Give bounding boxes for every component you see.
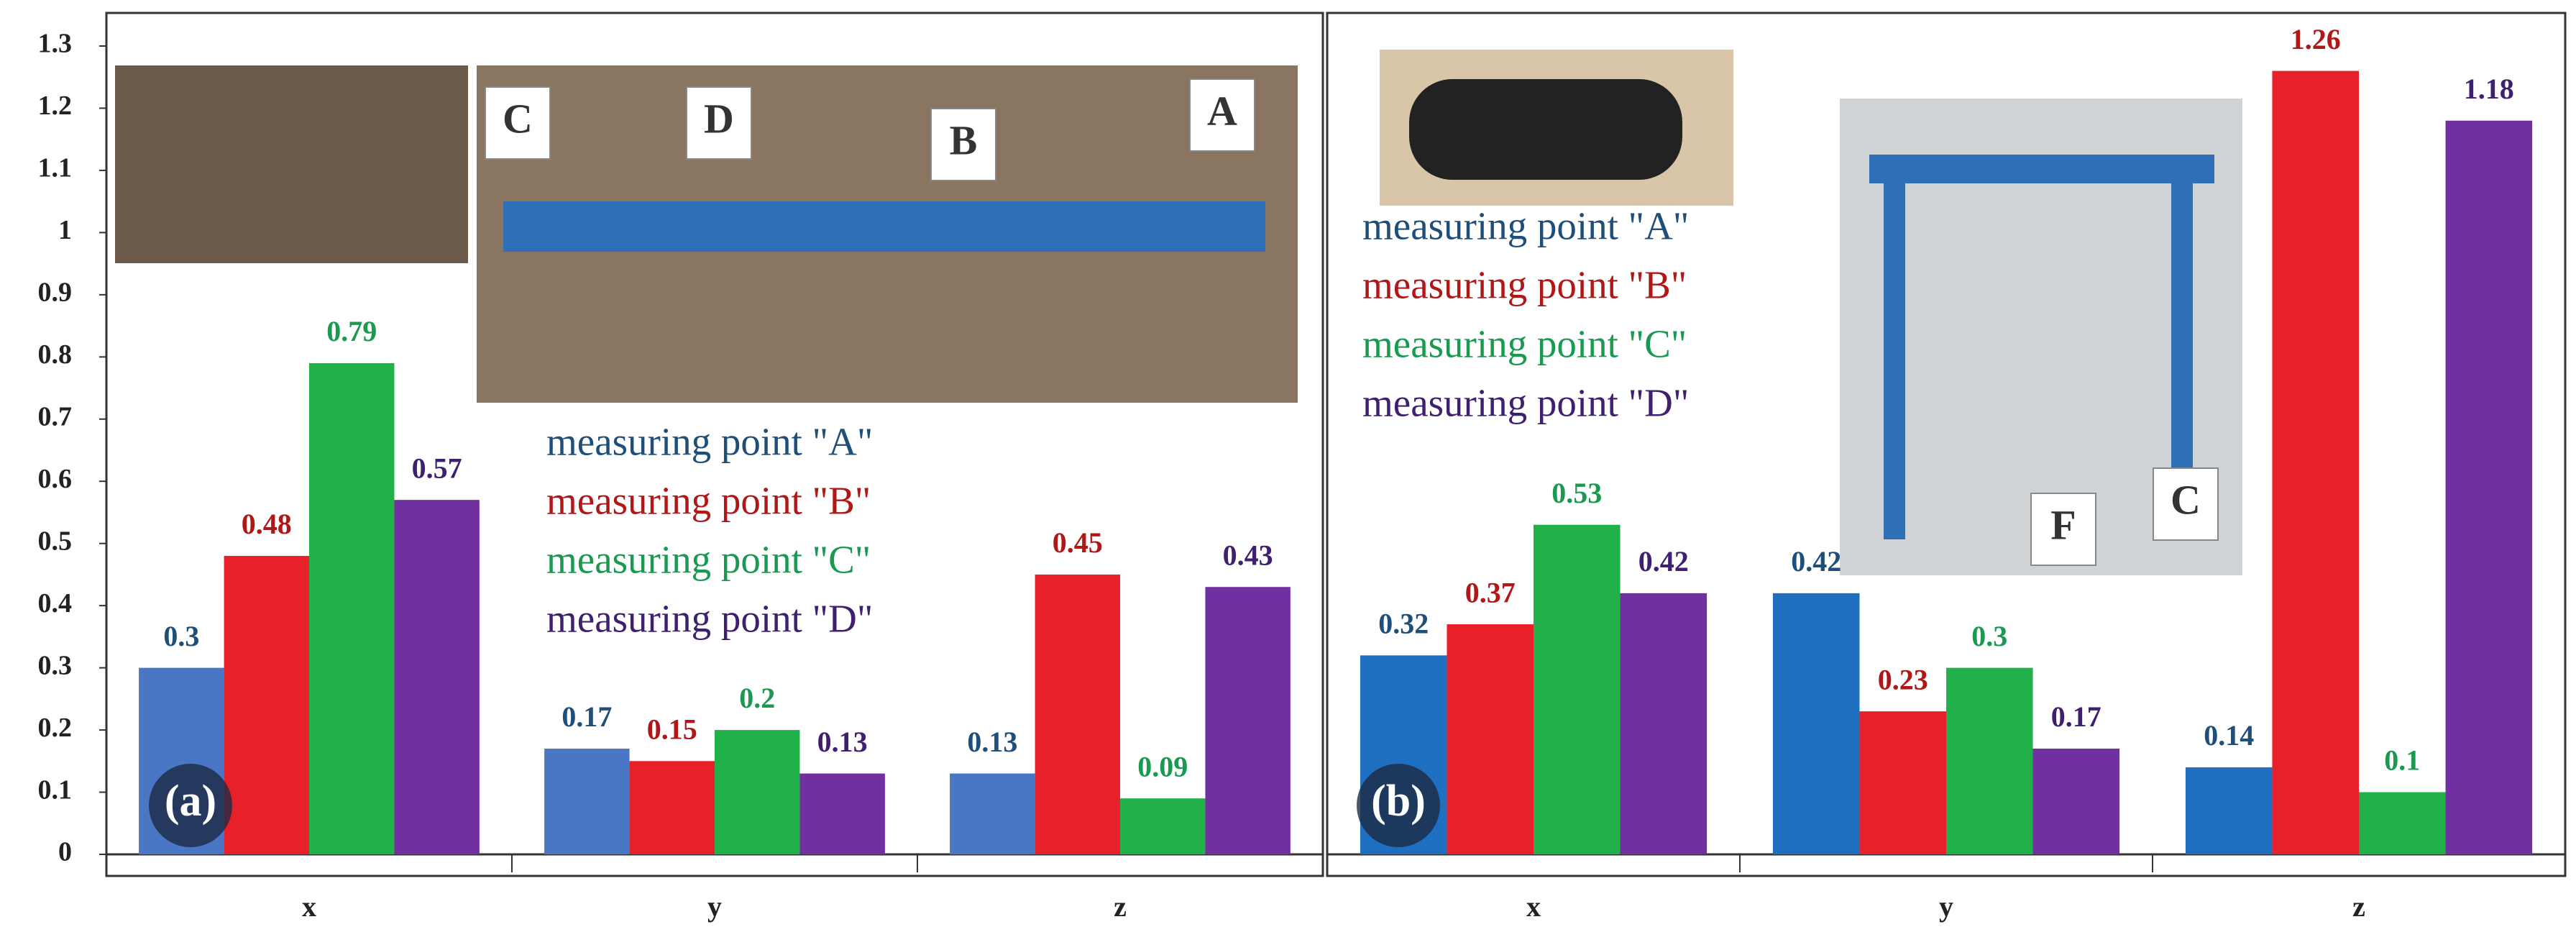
value-label: 0.45 [1053,526,1103,559]
legend-entry: measuring point "C" [546,538,871,582]
annotation-box [686,86,752,160]
bar [1035,574,1120,854]
bar [1620,593,1708,854]
photo-roller [1409,79,1682,180]
x-tick-label: z [1114,890,1127,923]
value-label: 0.1 [2384,744,2420,777]
annotation-box [485,86,551,160]
photo [115,65,468,263]
y-tick-label: 1.1 [38,153,73,183]
bar [1205,587,1291,854]
y-tick-label: 0.8 [38,339,73,370]
value-label: 1.26 [2291,23,2341,55]
annotation-box [2153,467,2219,541]
x-tick-label: y [1939,890,1953,923]
value-label: 0.09 [1137,750,1188,782]
x-tick-label: x [302,890,316,923]
y-tick-label: 0.3 [38,650,73,680]
bar [1772,593,1860,854]
photo-frame-leg [1884,180,1905,539]
annotation: C [2171,476,2201,523]
bar [2272,70,2359,855]
value-label: 0.23 [1878,663,1928,695]
value-label: 0.15 [647,713,697,745]
legend-entry: measuring point "B" [546,479,871,523]
value-label: 0.3 [163,620,199,652]
y-tick-label: 1.3 [38,29,73,59]
value-label: 0.42 [1638,545,1689,577]
bar [2185,767,2273,854]
value-label: 0.13 [967,726,1017,758]
bar [309,362,395,854]
y-tick-label: 0.4 [38,588,73,618]
value-label: 0.2 [739,682,775,714]
legend-entry: measuring point "C" [1362,322,1687,366]
legend-entry: measuring point "D" [546,597,873,641]
value-label: 0.3 [1971,620,2007,652]
photo-frame-beam [1869,155,2214,183]
y-tick-label: 0.1 [38,775,73,805]
bar [950,773,1035,854]
bar [1120,798,1206,854]
annotation: C [503,95,533,142]
bar [1859,711,1946,854]
value-label: 0.13 [817,726,868,758]
bar [1447,624,1534,854]
y-tick-label: 0.5 [38,526,73,556]
y-tick-label: 1 [58,215,72,245]
annotation: A [1207,87,1237,134]
y-tick-label: 0.2 [38,713,73,743]
value-label: 0.14 [2204,719,2254,752]
panel-label-badge [149,764,232,847]
legend-entry: measuring point "B" [1362,263,1687,307]
bar [2359,792,2446,854]
y-tick-label: 0.9 [38,278,73,308]
y-tick-label: 1.2 [38,91,73,121]
value-label: 0.17 [562,700,612,733]
panel-frame [105,12,1324,877]
panel-label-badge [1357,764,1440,847]
annotation-box [930,108,996,181]
annotation-box [2030,493,2096,566]
panel-label: (a) [165,777,216,826]
bar [1946,667,2033,854]
annotation-box [1189,78,1255,152]
bar [629,761,715,854]
bar [2032,749,2120,854]
x-tick-label: x [1526,890,1541,923]
legend-entry: measuring point "A" [1362,204,1689,248]
value-label: 0.53 [1551,477,1602,509]
annotation: D [704,95,734,142]
value-label: 0.32 [1378,607,1429,639]
panel-frame [1326,12,2567,877]
panel-label: (b) [1371,777,1426,826]
legend-entry: measuring point "D" [1362,381,1689,425]
bar [224,555,309,854]
y-tick-label: 0.7 [38,401,73,431]
value-label: 0.57 [412,452,462,484]
bar [544,749,630,854]
x-tick-label: y [707,890,722,923]
value-label: 0.79 [326,315,377,347]
value-label: 0.43 [1223,539,1273,571]
annotation: B [950,117,978,163]
value-label: 0.42 [1791,545,1841,577]
y-tick-label: 0 [58,837,72,867]
value-label: 0.48 [242,508,292,540]
bar [394,500,480,854]
photo-frame-beam [503,201,1265,252]
value-label: 0.17 [2051,700,2101,733]
value-label: 1.18 [2464,73,2514,105]
value-label: 0.37 [1465,576,1516,608]
legend-entry: measuring point "A" [546,420,873,464]
y-tick-label: 0.6 [38,464,73,494]
bar [799,773,885,854]
bar [715,730,800,854]
x-tick-label: z [2352,890,2365,923]
bar [1534,524,1621,854]
bar [2445,120,2533,854]
annotation: F [2050,501,2076,548]
